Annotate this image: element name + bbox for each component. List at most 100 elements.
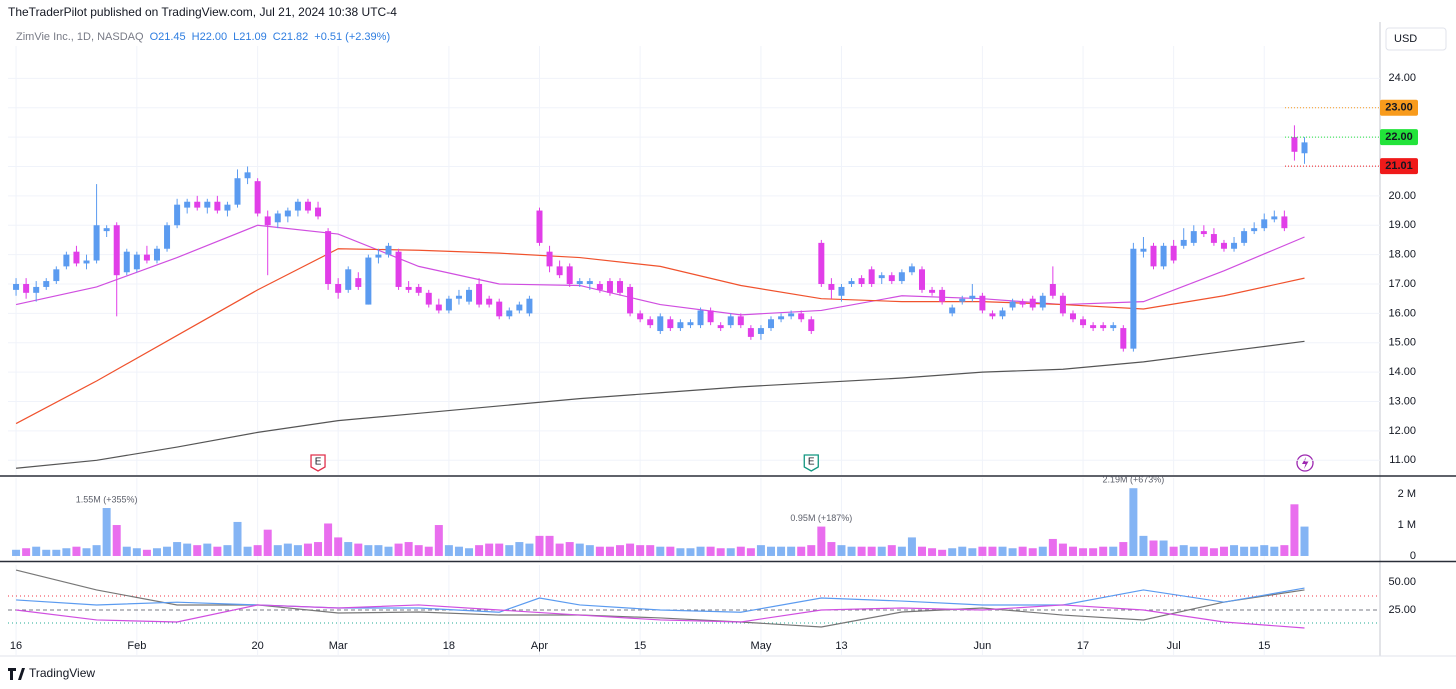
volume-bar — [998, 546, 1007, 556]
candle-body — [586, 281, 593, 285]
candle-body — [788, 313, 795, 317]
candle-body — [1281, 216, 1288, 229]
candle-body — [747, 328, 754, 337]
volume-bar — [283, 543, 292, 556]
earnings-badge — [310, 454, 326, 472]
candle-body — [707, 310, 714, 323]
volume-bar — [626, 543, 635, 556]
candle-body — [959, 298, 966, 302]
volume-bar — [767, 546, 776, 556]
candle-body — [536, 210, 543, 243]
candle-body — [1271, 216, 1278, 220]
volume-bar — [243, 546, 252, 556]
candle-body — [677, 322, 684, 329]
volume-bar — [404, 542, 413, 556]
x-tick-label: 13 — [835, 640, 847, 652]
candle-body — [778, 316, 785, 320]
x-tick-label: Mar — [329, 640, 348, 652]
volume-label: 1.55M (+355%) — [76, 494, 138, 504]
candle-body — [717, 325, 724, 329]
indicator-line — [15, 604, 1305, 629]
volume-bar — [867, 546, 876, 556]
volume-bar — [1028, 548, 1037, 556]
volume-bar — [1038, 546, 1047, 556]
earnings-label: E — [315, 457, 322, 468]
realtime-icon — [1296, 454, 1314, 472]
candle-body — [1110, 325, 1117, 329]
candle-body — [476, 284, 483, 305]
x-tick-label: 16 — [10, 640, 22, 652]
volume-bar — [666, 546, 675, 556]
volume-bar — [948, 548, 957, 556]
candle-body — [1261, 219, 1268, 229]
volume-bar — [22, 548, 31, 556]
candle-body — [1009, 301, 1016, 308]
candle-body — [1231, 242, 1238, 249]
volume-bar — [887, 545, 896, 556]
volume-bar — [62, 548, 71, 556]
volume-bar — [686, 548, 695, 556]
volume-bar — [696, 546, 705, 556]
candle-body — [143, 254, 150, 261]
candle-body — [325, 231, 332, 285]
candle-body — [23, 284, 30, 293]
candle-body — [1069, 313, 1076, 320]
volume-bar — [716, 548, 725, 556]
volume-bar — [777, 546, 786, 556]
y-tick-label: 2 M — [1398, 488, 1416, 500]
candle-body — [174, 204, 181, 226]
candle-body — [687, 322, 694, 326]
candle-body — [606, 281, 613, 293]
candle-body — [768, 319, 775, 329]
candle-body — [838, 286, 845, 296]
candle-body — [999, 310, 1006, 317]
x-tick-label: 17 — [1077, 640, 1089, 652]
candle-body — [1029, 298, 1036, 308]
candle-body — [506, 310, 513, 317]
y-tick-label: 18.00 — [1388, 249, 1416, 261]
volume-bar — [595, 546, 604, 556]
y-tick-label: 15.00 — [1388, 337, 1416, 349]
volume-bar — [1240, 546, 1249, 556]
currency-button[interactable] — [1385, 27, 1447, 51]
legend-item: H22.00 — [192, 31, 227, 43]
volume-bar — [465, 548, 474, 556]
volume-bar — [122, 546, 131, 556]
publisher: TheTraderPilot published on TradingView.… — [8, 5, 397, 19]
y-tick-label: 50.00 — [1388, 576, 1416, 588]
candle-body — [657, 316, 664, 332]
volume-bar — [1290, 504, 1299, 556]
candle-body — [425, 292, 432, 305]
candle-body — [133, 254, 140, 270]
candle-body — [466, 289, 473, 302]
currency[interactable]: USD — [1394, 33, 1417, 45]
candle-body — [667, 319, 674, 329]
candle-body — [1130, 248, 1137, 349]
volume-bar — [807, 545, 816, 556]
volume-bar — [726, 548, 735, 556]
candle-body — [556, 266, 563, 276]
candle-body — [566, 266, 573, 285]
candle-body — [335, 284, 342, 293]
candle-body — [93, 225, 100, 261]
volume-bar — [173, 542, 182, 556]
volume-bar — [102, 508, 111, 556]
volume-bar — [203, 543, 212, 556]
volume-bar — [968, 548, 977, 556]
volume-bar — [303, 543, 312, 556]
candle-body — [455, 295, 462, 299]
candle-body — [304, 201, 311, 211]
volume-bar — [1230, 545, 1239, 556]
volume-bar — [605, 546, 614, 556]
candle-body — [385, 245, 392, 255]
volume-bar — [1189, 546, 1198, 556]
volume-bar — [505, 545, 514, 556]
candle-body — [1190, 231, 1197, 243]
y-tick-label: 13.00 — [1388, 395, 1416, 407]
volume-bar — [1209, 548, 1218, 556]
y-tick-label: 0 — [1410, 550, 1416, 562]
candle-body — [858, 278, 865, 285]
candle-body — [355, 278, 362, 287]
volume-bar — [555, 543, 564, 556]
